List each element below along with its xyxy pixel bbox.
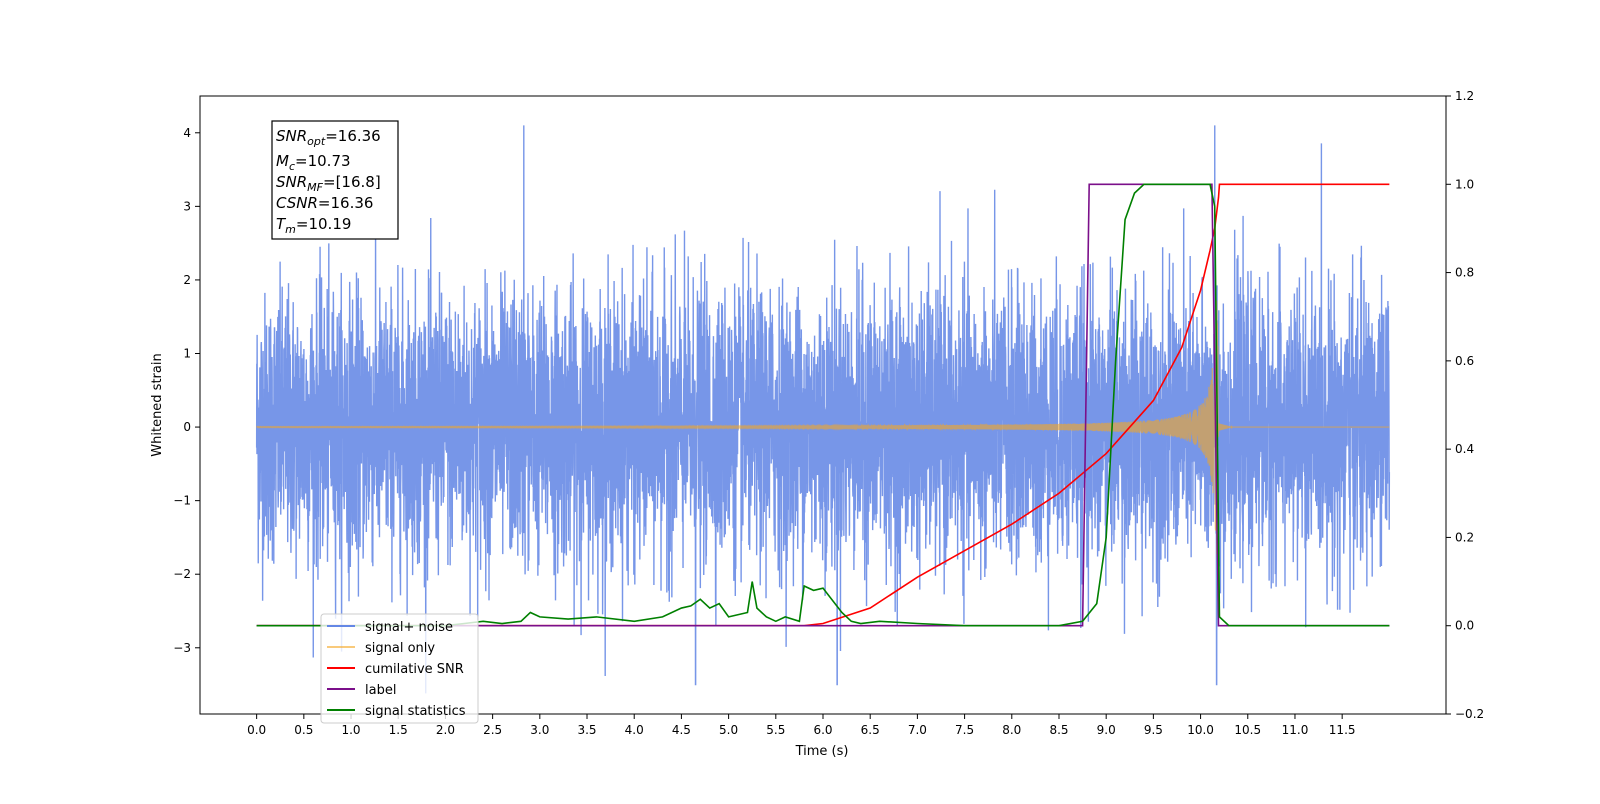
x-tick-label: 6.5 bbox=[861, 723, 880, 737]
annotation-line: SNRopt=16.36 bbox=[276, 127, 381, 148]
x-tick-label: 4.0 bbox=[625, 723, 644, 737]
x-tick-label: 5.0 bbox=[719, 723, 738, 737]
x-tick-label: 6.0 bbox=[813, 723, 832, 737]
series-layer bbox=[255, 125, 1391, 694]
annotation-line: SNRMF=[16.8] bbox=[276, 173, 381, 194]
x-tick-label: 5.5 bbox=[766, 723, 785, 737]
legend: signal+ noise signal only cumilative SNR la… bbox=[320, 613, 479, 724]
legend-label: cumilative SNR bbox=[365, 662, 464, 677]
x-tick-label: 8.5 bbox=[1049, 723, 1068, 737]
y-tick-label: 3 bbox=[183, 199, 191, 213]
y2-tick-label: 0.4 bbox=[1455, 442, 1474, 456]
y-axis-right: 1.2 1.0 0.8 0.6 0.4 0.2 0.0 −0.2 bbox=[1446, 89, 1484, 721]
x-tick-label: 1.0 bbox=[341, 723, 360, 737]
x-tick-label: 11.5 bbox=[1329, 723, 1356, 737]
y-axis-label: Whitened strain bbox=[150, 353, 165, 456]
x-tick-label: 7.5 bbox=[955, 723, 974, 737]
annotation-line: CSNR=16.36 bbox=[276, 194, 373, 212]
y2-tick-label: 0.2 bbox=[1455, 530, 1474, 544]
annotation-line: Tm=10.19 bbox=[276, 215, 351, 236]
x-tick-label: 9.5 bbox=[1144, 723, 1163, 737]
x-tick-label: 9.0 bbox=[1097, 723, 1116, 737]
series-line-cumilative-snr bbox=[256, 183, 1390, 627]
y-tick-label: −3 bbox=[173, 641, 191, 655]
x-tick-label: 3.5 bbox=[577, 723, 596, 737]
y-tick-label: 2 bbox=[183, 273, 191, 287]
x-axis: 0.0 0.5 1.0 1.5 2.0 2.5 3.0 3.5 4.0 4.5 5.0 5.5 6.0 6… bbox=[247, 714, 1356, 737]
x-tick-label: 1.5 bbox=[389, 723, 408, 737]
x-tick-label: 2.0 bbox=[436, 723, 455, 737]
y-tick-label: 4 bbox=[183, 126, 191, 140]
legend-label: signal only bbox=[365, 641, 435, 656]
legend-label: signal statistics bbox=[365, 704, 466, 719]
x-tick-label: 3.0 bbox=[530, 723, 549, 737]
y2-tick-label: 1.0 bbox=[1455, 177, 1474, 191]
series-line-signal-statistics bbox=[256, 183, 1390, 627]
y2-tick-label: −0.2 bbox=[1455, 707, 1484, 721]
legend-label: label bbox=[365, 683, 396, 698]
x-tick-label: 7.0 bbox=[908, 723, 927, 737]
x-tick-label: 11.0 bbox=[1282, 723, 1309, 737]
x-tick-label: 8.0 bbox=[1002, 723, 1021, 737]
stats-annotation: SNRopt=16.36 Mc=10.73SNRMF=[16.8]CSNR=16.… bbox=[271, 120, 399, 240]
y2-tick-label: 0.0 bbox=[1455, 619, 1474, 633]
y2-tick-label: 0.6 bbox=[1455, 354, 1474, 368]
x-tick-label: 0.0 bbox=[247, 723, 266, 737]
annotation-line: Mc=10.73 bbox=[276, 152, 351, 173]
legend-label: signal+ noise bbox=[365, 620, 453, 635]
x-tick-label: 2.5 bbox=[483, 723, 502, 737]
y-axis-left: 4 3 2 1 0 −1 −2 −3 bbox=[173, 126, 200, 655]
y2-tick-label: 1.2 bbox=[1455, 89, 1474, 103]
y-tick-label: 1 bbox=[183, 347, 191, 361]
series-line-signal-only bbox=[256, 300, 1390, 558]
y2-tick-label: 0.8 bbox=[1455, 266, 1474, 280]
x-tick-label: 10.0 bbox=[1187, 723, 1214, 737]
x-axis-label: Time (s) bbox=[795, 744, 849, 759]
x-tick-label: 10.5 bbox=[1234, 723, 1261, 737]
y-tick-label: 0 bbox=[183, 420, 191, 434]
x-tick-label: 4.5 bbox=[672, 723, 691, 737]
y-tick-label: −2 bbox=[173, 567, 191, 581]
x-tick-label: 0.5 bbox=[294, 723, 313, 737]
y-tick-label: −1 bbox=[173, 494, 191, 508]
